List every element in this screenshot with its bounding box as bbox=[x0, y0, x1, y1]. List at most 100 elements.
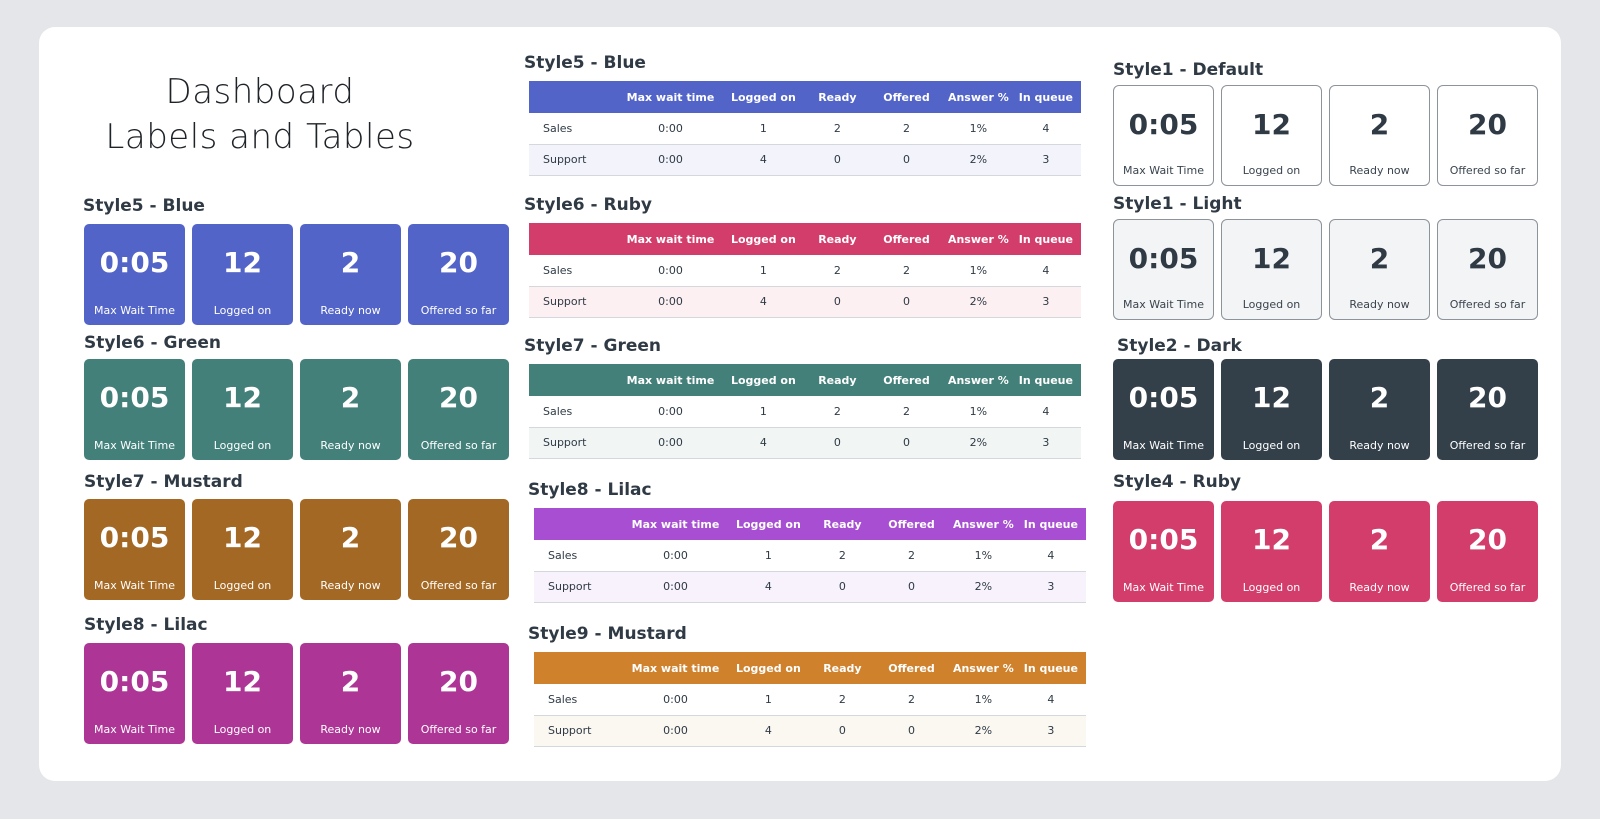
column-header: Offered bbox=[867, 81, 946, 113]
table-cell: 0:00 bbox=[621, 113, 720, 145]
max-wait-tile: 0:05 Max Wait Time bbox=[84, 359, 185, 460]
table-cell: 1 bbox=[719, 255, 808, 287]
tile-label: Ready now bbox=[320, 723, 381, 736]
table-cell: 2 bbox=[812, 684, 873, 716]
column-header: In queue bbox=[1010, 364, 1081, 396]
max-wait-tile: 0:05 Max Wait Time bbox=[84, 499, 185, 600]
column-header: In queue bbox=[1010, 223, 1081, 255]
table-cell: 2% bbox=[950, 571, 1016, 603]
tile-label: Max Wait Time bbox=[94, 579, 175, 592]
column-header: Answer % bbox=[945, 81, 1011, 113]
table-cell: 2 bbox=[867, 113, 946, 145]
table-cell: 0 bbox=[867, 286, 946, 318]
column-header: Max wait time bbox=[626, 508, 725, 540]
tile-label: Ready now bbox=[320, 304, 381, 317]
tile-value: 0:05 bbox=[1128, 242, 1199, 275]
table-cell: 1 bbox=[724, 684, 813, 716]
table-cell: 2 bbox=[867, 255, 946, 287]
row-name-cell: Support bbox=[529, 286, 622, 318]
table-header-row: Max wait time Logged on Ready Offered Answer… bbox=[534, 508, 1086, 540]
tile-label: Max Wait Time bbox=[94, 304, 175, 317]
table-row: Sales 0:00 1 2 2 1% 4 bbox=[534, 540, 1086, 572]
table-cell: 0 bbox=[867, 427, 946, 459]
tile-value: 2 bbox=[340, 381, 361, 414]
column-header: Offered bbox=[867, 223, 946, 255]
column-header: Logged on bbox=[719, 81, 808, 113]
table-cell: 0:00 bbox=[626, 684, 725, 716]
table-cell: 0 bbox=[872, 715, 951, 747]
table-cell: 0 bbox=[807, 427, 868, 459]
table-lilac-label: Style8 - Lilac bbox=[528, 480, 652, 500]
offered-tile: 20 Offered so far bbox=[1437, 359, 1538, 460]
table-cell: 4 bbox=[1015, 684, 1086, 716]
tiles-lilac: 0:05 Max Wait Time 12 Logged on 2 Ready now 20… bbox=[84, 643, 509, 744]
tile-value: 20 bbox=[439, 665, 478, 698]
tile-value: 0:05 bbox=[99, 381, 170, 414]
tiles-green: 0:05 Max Wait Time 12 Logged on 2 Ready now 20… bbox=[84, 359, 509, 460]
column-header: Ready bbox=[807, 223, 868, 255]
row-name-cell: Sales bbox=[529, 396, 622, 428]
tile-value: 20 bbox=[1468, 523, 1507, 556]
offered-tile: 20 Offered so far bbox=[408, 499, 509, 600]
table-cell: 4 bbox=[1010, 255, 1081, 287]
ready-now-tile: 2 Ready now bbox=[300, 499, 401, 600]
tile-value: 20 bbox=[439, 381, 478, 414]
table-cell: 1% bbox=[945, 255, 1011, 287]
table-cell: 0:00 bbox=[626, 715, 725, 747]
table-lilac: Max wait time Logged on Ready Offered Answer… bbox=[534, 508, 1086, 603]
table-cell: 0 bbox=[812, 571, 873, 603]
tile-value: 12 bbox=[223, 521, 262, 554]
offered-tile: 20 Offered so far bbox=[1437, 501, 1538, 602]
tile-label: Ready now bbox=[1349, 298, 1410, 311]
tile-label: Logged on bbox=[1242, 164, 1301, 177]
column-header bbox=[529, 81, 622, 113]
table-cell: 4 bbox=[719, 286, 808, 318]
row-name-cell: Support bbox=[529, 427, 622, 459]
tile-label: Ready now bbox=[1349, 439, 1410, 452]
tile-value: 20 bbox=[439, 246, 478, 279]
row-name-cell: Sales bbox=[529, 113, 622, 145]
tile-value: 0:05 bbox=[1128, 108, 1199, 141]
tiles-ruby: 0:05 Max Wait Time 12 Logged on 2 Ready now 20… bbox=[1113, 501, 1538, 602]
offered-tile: 20 Offered so far bbox=[1437, 219, 1538, 320]
table-header-row: Max wait time Logged on Ready Offered Answer… bbox=[534, 652, 1086, 684]
tile-value: 0:05 bbox=[1128, 523, 1199, 556]
table-cell: 0 bbox=[867, 144, 946, 176]
table-row: Support 0:00 4 0 0 2% 3 bbox=[534, 715, 1086, 747]
table-cell: 0 bbox=[807, 286, 868, 318]
row-name-cell: Support bbox=[529, 144, 622, 176]
table-cell: 0:00 bbox=[621, 144, 720, 176]
table-blue-label: Style5 - Blue bbox=[524, 53, 646, 73]
tile-label: Ready now bbox=[320, 439, 381, 452]
max-wait-tile: 0:05 Max Wait Time bbox=[1113, 501, 1214, 602]
logged-on-tile: 12 Logged on bbox=[1221, 219, 1322, 320]
tile-value: 2 bbox=[1369, 108, 1390, 141]
table-cell: 2 bbox=[872, 684, 951, 716]
table-header-row: Max wait time Logged on Ready Offered Answer… bbox=[529, 81, 1081, 113]
table-cell: 1 bbox=[719, 113, 808, 145]
table-cell: 4 bbox=[1010, 396, 1081, 428]
column-header: Ready bbox=[812, 508, 873, 540]
tiles-mustard-label: Style7 - Mustard bbox=[84, 472, 243, 492]
tile-value: 2 bbox=[1369, 523, 1390, 556]
tile-value: 0:05 bbox=[1128, 381, 1199, 414]
tile-value: 0:05 bbox=[99, 246, 170, 279]
column-header: Ready bbox=[807, 81, 868, 113]
table-cell: 0:00 bbox=[621, 396, 720, 428]
tile-label: Max Wait Time bbox=[1123, 581, 1204, 594]
column-header: Max wait time bbox=[621, 364, 720, 396]
tile-label: Logged on bbox=[1242, 298, 1301, 311]
tile-value: 20 bbox=[1468, 381, 1507, 414]
tile-value: 2 bbox=[1369, 381, 1390, 414]
column-header: Offered bbox=[867, 364, 946, 396]
table-cell: 2 bbox=[807, 113, 868, 145]
column-header bbox=[529, 223, 622, 255]
tile-label: Offered so far bbox=[420, 723, 497, 736]
tile-value: 20 bbox=[1468, 242, 1507, 275]
tile-label: Max Wait Time bbox=[94, 723, 175, 736]
tiles-green-label: Style6 - Green bbox=[84, 333, 222, 353]
ready-now-tile: 2 Ready now bbox=[1329, 85, 1430, 186]
table-ruby-label: Style6 - Ruby bbox=[524, 195, 652, 215]
logged-on-tile: 12 Logged on bbox=[192, 224, 293, 325]
max-wait-tile: 0:05 Max Wait Time bbox=[84, 643, 185, 744]
